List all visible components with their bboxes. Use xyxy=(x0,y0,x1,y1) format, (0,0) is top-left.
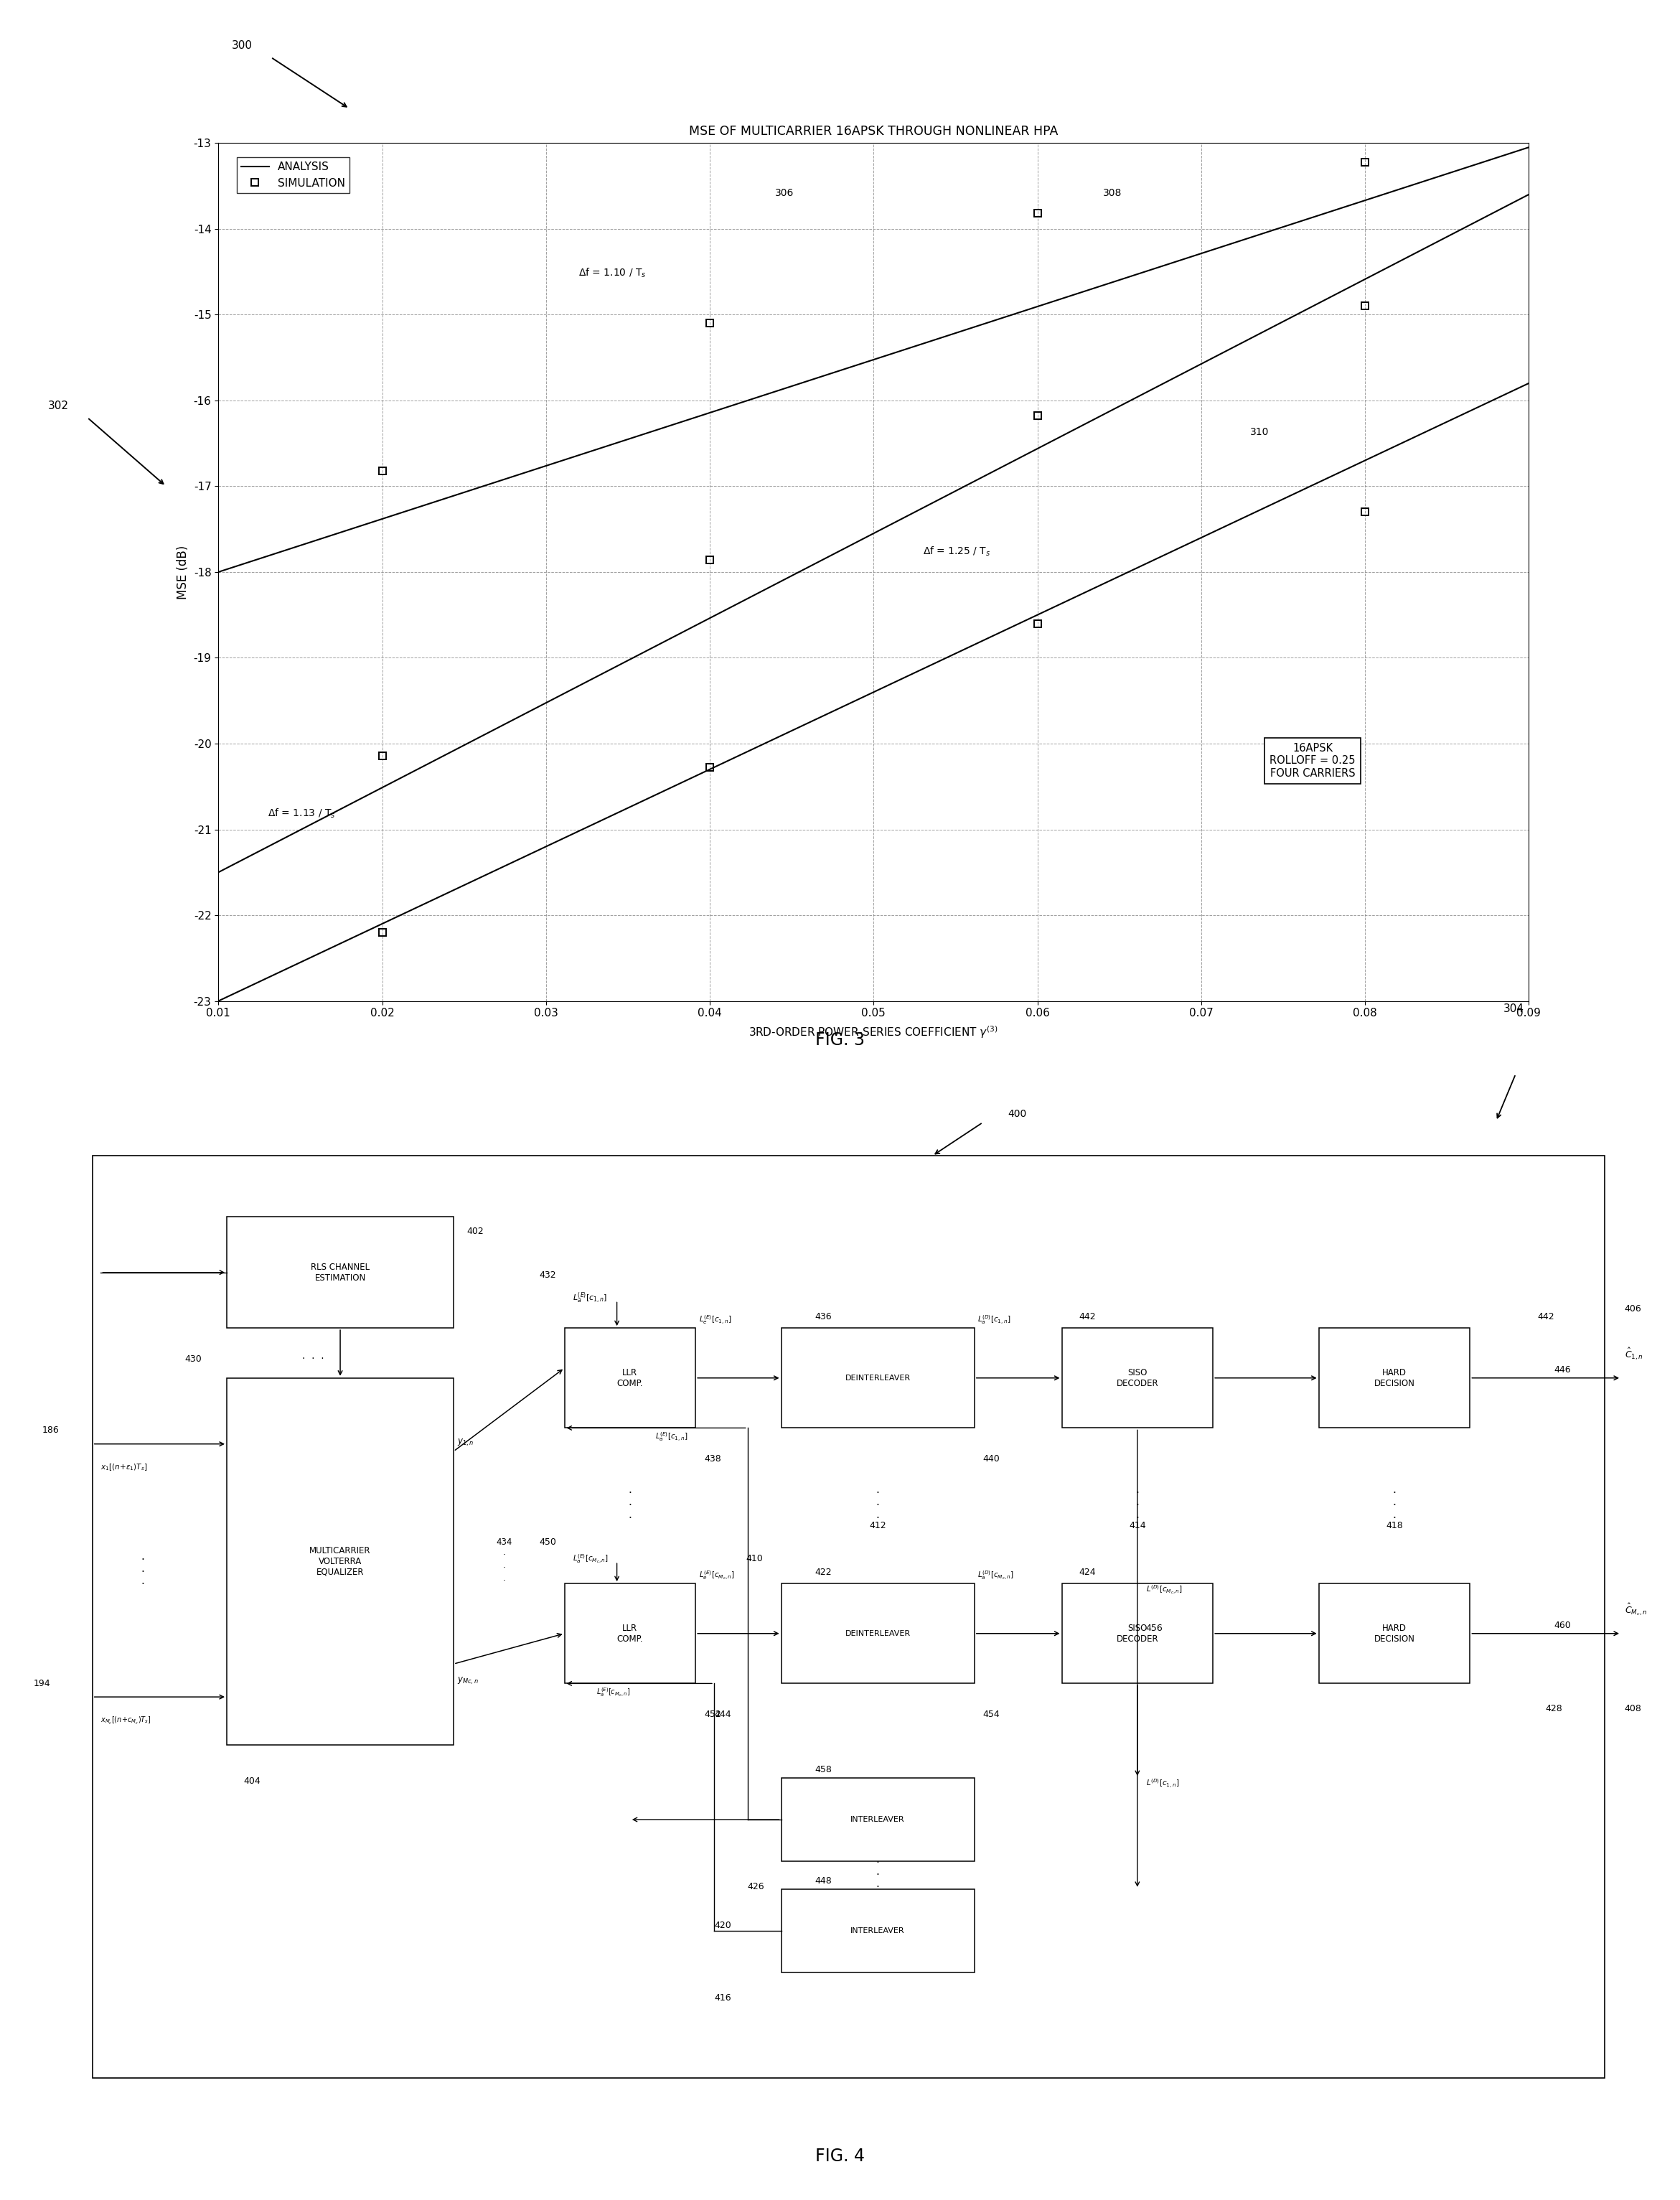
Text: 452: 452 xyxy=(704,1709,721,1718)
Bar xyxy=(92,1155,1604,2077)
Text: 414: 414 xyxy=(1129,1520,1146,1531)
Text: 460: 460 xyxy=(1554,1621,1571,1630)
Text: HARD
DECISION: HARD DECISION xyxy=(1374,1368,1415,1388)
Text: $L_a^{(E)}[c_{M_c,n}]$: $L_a^{(E)}[c_{M_c,n}]$ xyxy=(573,1553,608,1564)
Text: 404: 404 xyxy=(244,1775,260,1786)
Text: 446: 446 xyxy=(1554,1366,1571,1375)
Text: 418: 418 xyxy=(1386,1520,1403,1531)
Bar xyxy=(781,1778,974,1861)
Text: DEINTERLEAVER: DEINTERLEAVER xyxy=(845,1375,911,1382)
Text: ·
·
·: · · · xyxy=(875,1487,880,1525)
Text: 436: 436 xyxy=(815,1311,832,1322)
Text: 424: 424 xyxy=(1079,1566,1095,1577)
Text: $\hat{C}_{M_c,n}$: $\hat{C}_{M_c,n}$ xyxy=(1625,1602,1646,1617)
Text: 428: 428 xyxy=(1546,1705,1562,1714)
Text: $\hat{C}_{1,n}$: $\hat{C}_{1,n}$ xyxy=(1625,1346,1643,1362)
Text: 426: 426 xyxy=(748,1881,764,1892)
Text: $L_a^{(E)}[c_{1,n}]$: $L_a^{(E)}[c_{1,n}]$ xyxy=(655,1430,687,1443)
Bar xyxy=(781,1329,974,1428)
Text: 308: 308 xyxy=(1104,189,1122,198)
Text: 438: 438 xyxy=(704,1454,721,1463)
Legend: ANALYSIS, SIMULATION: ANALYSIS, SIMULATION xyxy=(237,156,349,194)
Text: 410: 410 xyxy=(746,1553,763,1564)
Text: ·
·
·: · · · xyxy=(1136,1487,1139,1525)
Text: 432: 432 xyxy=(539,1272,556,1280)
Bar xyxy=(564,1329,696,1428)
Text: 442: 442 xyxy=(1537,1311,1554,1322)
Bar xyxy=(781,1584,974,1683)
Text: 444: 444 xyxy=(714,1709,731,1718)
Text: LLR
COMP.: LLR COMP. xyxy=(617,1624,643,1643)
Text: 454: 454 xyxy=(983,1709,1000,1718)
Text: 16APSK
ROLLOFF = 0.25
FOUR CARRIERS: 16APSK ROLLOFF = 0.25 FOUR CARRIERS xyxy=(1270,744,1356,779)
Text: 430: 430 xyxy=(185,1355,202,1364)
Text: 416: 416 xyxy=(714,1993,731,2002)
Text: $\Delta$f = 1.13 / T$_s$: $\Delta$f = 1.13 / T$_s$ xyxy=(267,807,336,821)
Text: $x_{M_c}[(n\!+\!c_{M_c})T_s]$: $x_{M_c}[(n\!+\!c_{M_c})T_s]$ xyxy=(101,1716,151,1727)
Text: $y_{Mc,n}$: $y_{Mc,n}$ xyxy=(457,1676,479,1685)
Bar xyxy=(1319,1329,1470,1428)
Bar xyxy=(227,1217,454,1329)
Text: $\Delta$f = 1.10 / T$_s$: $\Delta$f = 1.10 / T$_s$ xyxy=(578,266,647,279)
Text: DEINTERLEAVER: DEINTERLEAVER xyxy=(845,1630,911,1637)
Bar xyxy=(1319,1584,1470,1683)
Text: $x_1[(n\!+\!\epsilon_1)T_s]$: $x_1[(n\!+\!\epsilon_1)T_s]$ xyxy=(101,1463,148,1472)
Bar xyxy=(564,1584,696,1683)
Text: SISO
DECODER: SISO DECODER xyxy=(1116,1368,1159,1388)
Text: $L^{(D)}[c_{M_c,n}]$: $L^{(D)}[c_{M_c,n}]$ xyxy=(1146,1584,1183,1595)
Text: SISO
DECODER: SISO DECODER xyxy=(1116,1624,1159,1643)
Text: LLR
COMP.: LLR COMP. xyxy=(617,1368,643,1388)
Text: $L_e^{(E)}[c_{1,n}]$: $L_e^{(E)}[c_{1,n}]$ xyxy=(699,1313,731,1327)
Text: 302: 302 xyxy=(49,400,69,411)
Text: 194: 194 xyxy=(34,1679,50,1687)
Text: $L_a^{(D)}[c_{M_c,n}]$: $L_a^{(D)}[c_{M_c,n}]$ xyxy=(978,1569,1015,1582)
Text: 402: 402 xyxy=(467,1225,484,1236)
Y-axis label: MSE (dB): MSE (dB) xyxy=(176,546,190,598)
Text: ·  ·  ·: · · · xyxy=(302,1353,324,1364)
Text: $y_{1,n}$: $y_{1,n}$ xyxy=(457,1437,474,1448)
X-axis label: 3RD-ORDER POWER-SERIES COEFFICIENT $\gamma^{(3)}$: 3RD-ORDER POWER-SERIES COEFFICIENT $\gam… xyxy=(749,1025,998,1041)
Text: $L_a^{(D)}[c_{1,n}]$: $L_a^{(D)}[c_{1,n}]$ xyxy=(978,1313,1011,1327)
Text: $\Delta$f = 1.25 / T$_s$: $\Delta$f = 1.25 / T$_s$ xyxy=(922,546,990,559)
Text: 434
·
·
·: 434 · · · xyxy=(496,1538,512,1586)
Text: 406: 406 xyxy=(1625,1305,1641,1313)
Text: 420: 420 xyxy=(714,1921,731,1929)
Text: 450: 450 xyxy=(539,1538,556,1547)
Bar xyxy=(227,1377,454,1745)
Text: 300: 300 xyxy=(232,40,252,51)
Bar xyxy=(1062,1329,1213,1428)
Text: 408: 408 xyxy=(1625,1705,1641,1714)
Text: 186: 186 xyxy=(42,1426,59,1434)
Text: INTERLEAVER: INTERLEAVER xyxy=(850,1927,906,1934)
Text: INTERLEAVER: INTERLEAVER xyxy=(850,1815,906,1824)
Text: 422: 422 xyxy=(815,1566,832,1577)
Text: RLS CHANNEL
ESTIMATION: RLS CHANNEL ESTIMATION xyxy=(311,1263,370,1283)
Text: HARD
DECISION: HARD DECISION xyxy=(1374,1624,1415,1643)
Text: 304: 304 xyxy=(1504,1003,1524,1014)
Text: 306: 306 xyxy=(776,189,795,198)
Title: MSE OF MULTICARRIER 16APSK THROUGH NONLINEAR HPA: MSE OF MULTICARRIER 16APSK THROUGH NONLI… xyxy=(689,125,1058,139)
Text: $L_a^{(E)}[c_{M_c,n}]$: $L_a^{(E)}[c_{M_c,n}]$ xyxy=(596,1685,630,1698)
Text: $L^{(D)}[c_{1,n}]$: $L^{(D)}[c_{1,n}]$ xyxy=(1146,1778,1179,1791)
Text: 412: 412 xyxy=(869,1520,887,1531)
Text: 448: 448 xyxy=(815,1877,832,1885)
Text: ·
·
·: · · · xyxy=(628,1487,632,1525)
Text: 440: 440 xyxy=(983,1454,1000,1463)
Text: ·
·
·: · · · xyxy=(1393,1487,1396,1525)
Bar xyxy=(1062,1584,1213,1683)
Text: FIG. 3: FIG. 3 xyxy=(815,1032,865,1049)
Text: 400: 400 xyxy=(1008,1109,1026,1120)
Text: $L_a^{(E)}[c_{1,n}]$: $L_a^{(E)}[c_{1,n}]$ xyxy=(573,1291,608,1305)
Text: 442: 442 xyxy=(1079,1311,1095,1322)
Text: 456: 456 xyxy=(1146,1624,1163,1632)
Text: $L_e^{(E)}[c_{M_c,n}]$: $L_e^{(E)}[c_{M_c,n}]$ xyxy=(699,1569,734,1582)
Text: FIG. 4: FIG. 4 xyxy=(815,2147,865,2165)
Text: 458: 458 xyxy=(815,1764,832,1775)
Text: MULTICARRIER
VOLTERRA
EQUALIZER: MULTICARRIER VOLTERRA EQUALIZER xyxy=(309,1547,371,1577)
Text: 310: 310 xyxy=(1250,427,1270,438)
Text: ·
·
·: · · · xyxy=(141,1555,144,1591)
Bar xyxy=(781,1890,974,1973)
Text: ·
·
·: · · · xyxy=(875,1857,880,1892)
